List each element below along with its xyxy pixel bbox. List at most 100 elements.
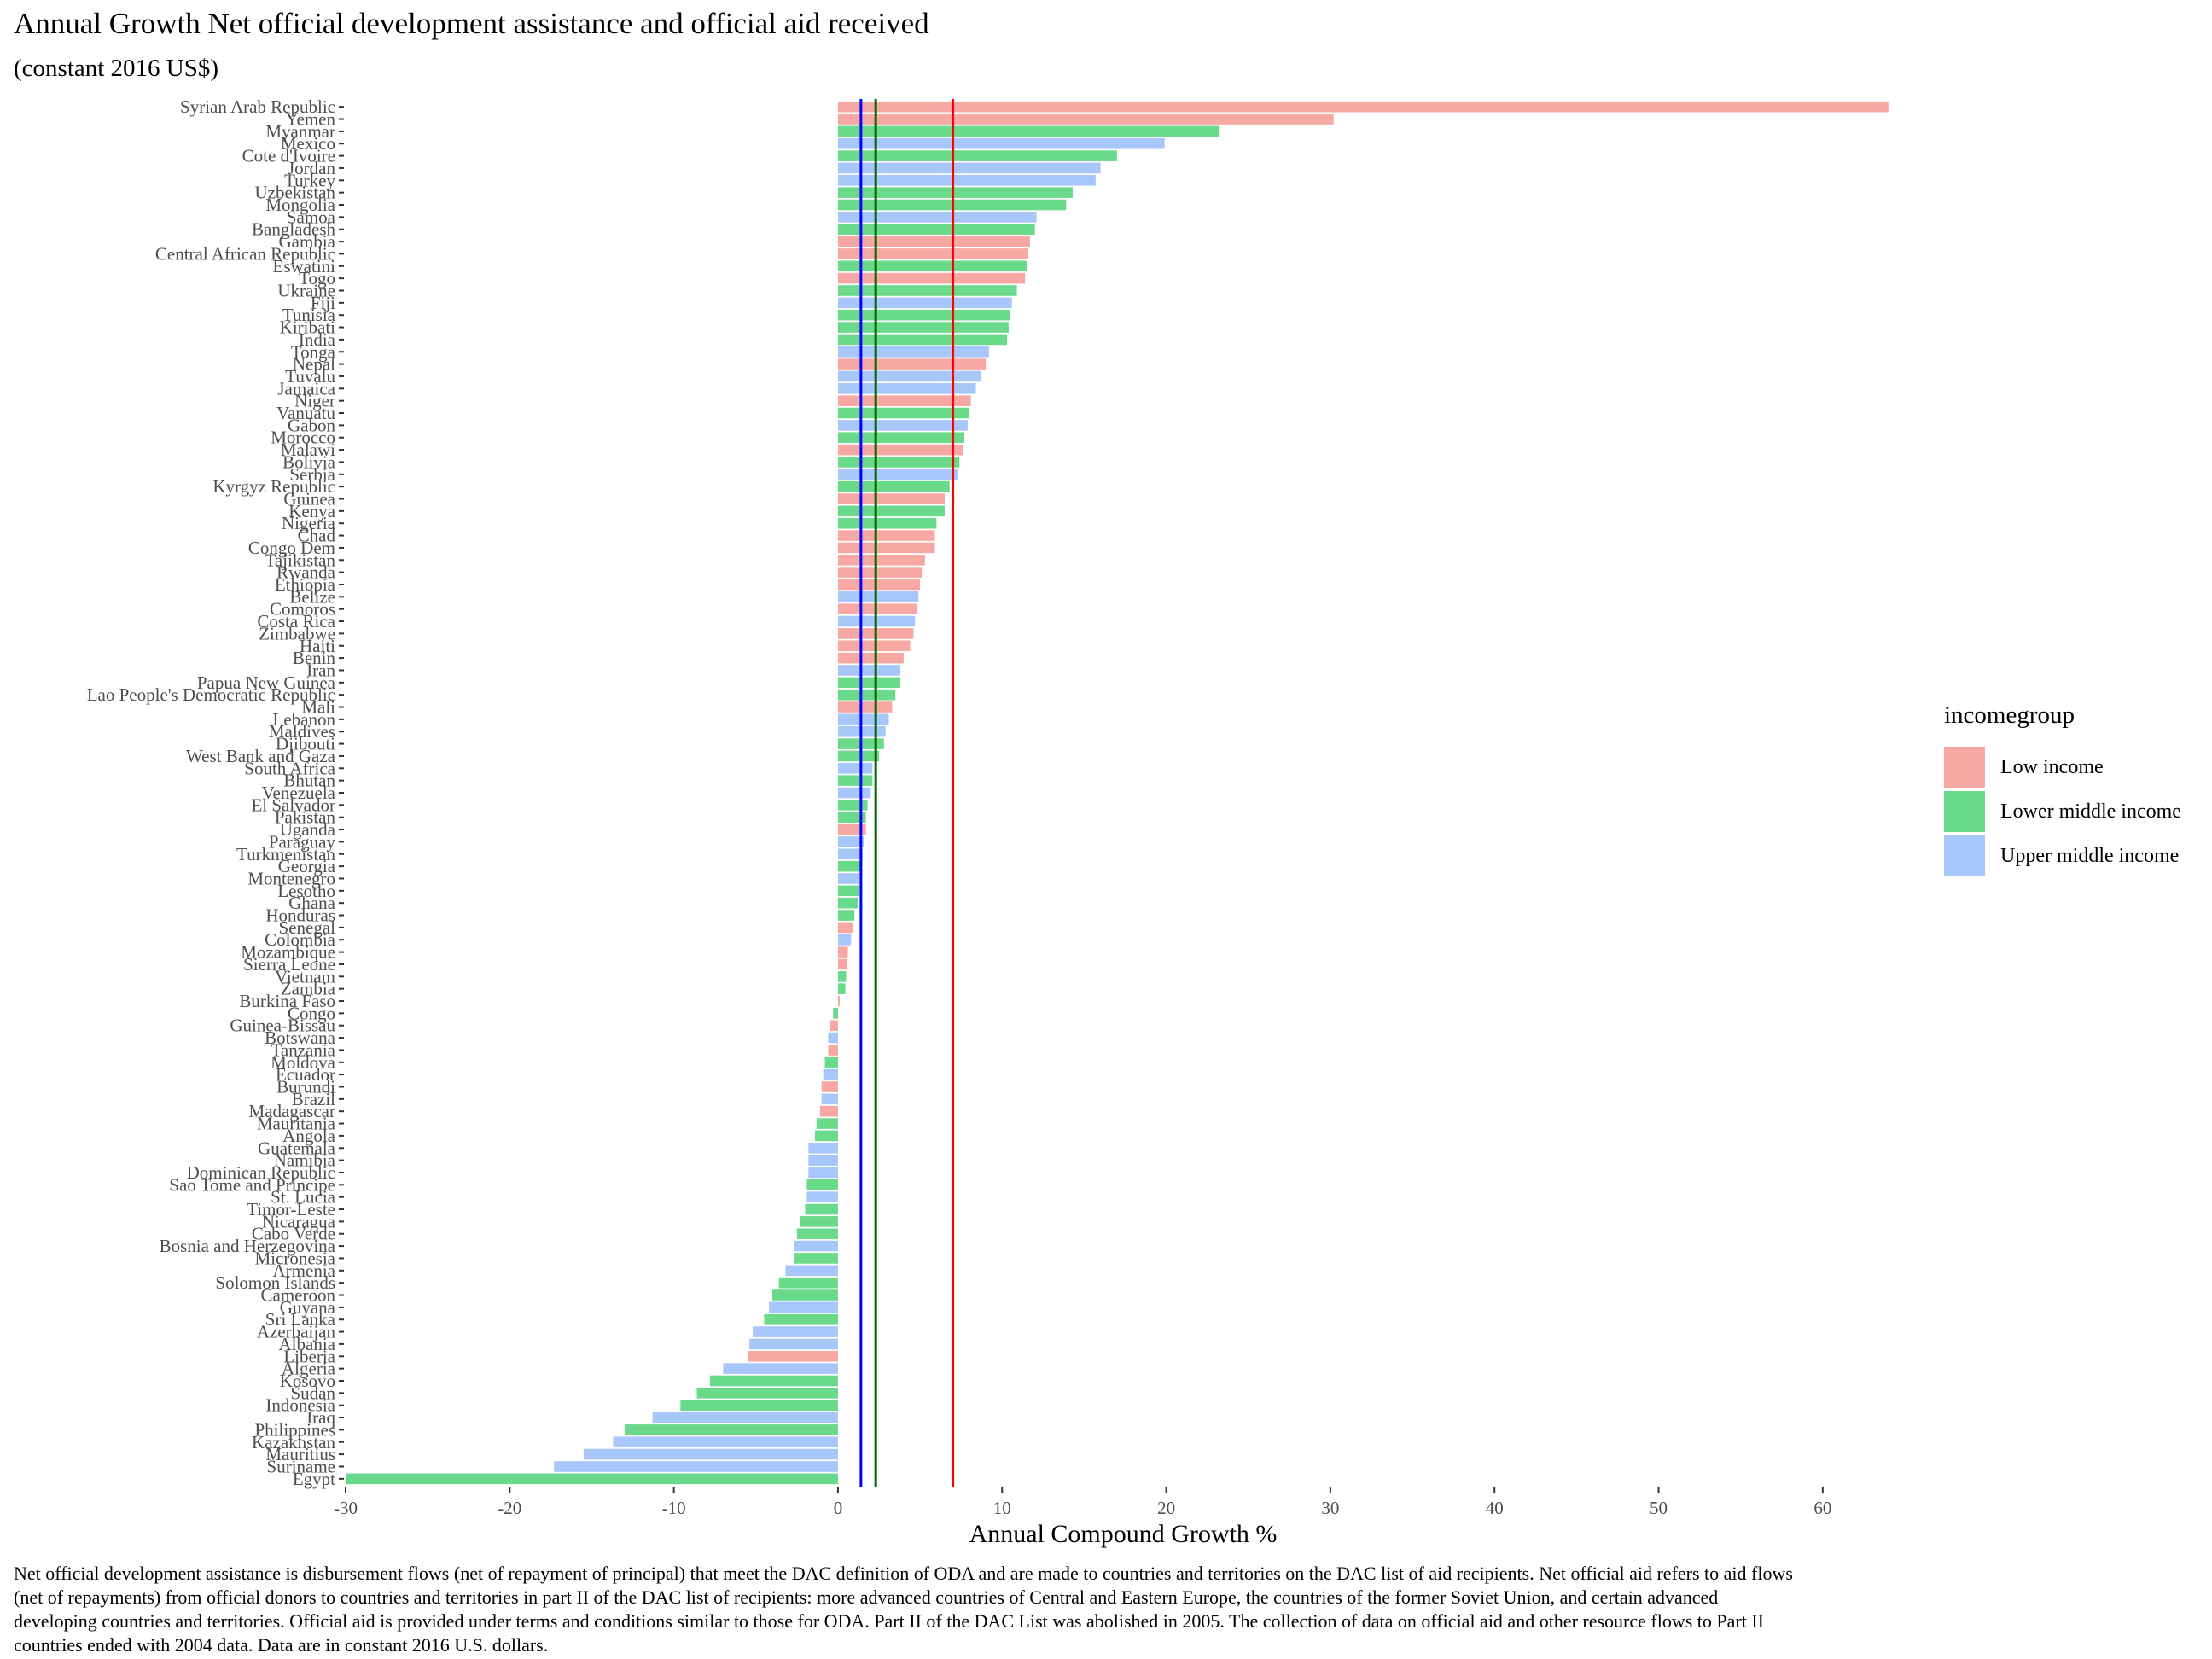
bar-mali bbox=[837, 701, 893, 713]
bar-vietnam bbox=[837, 970, 847, 982]
bar-rwanda bbox=[837, 567, 923, 578]
y-tick-label-nepal: Nepal bbox=[293, 354, 335, 375]
chart-subtitle: (constant 2016 US$) bbox=[14, 55, 219, 82]
bar-sierra-leone bbox=[837, 958, 847, 970]
bar-turkey bbox=[837, 174, 1096, 186]
y-tick-label-zimbabwe: Zimbabwe bbox=[259, 623, 335, 643]
legend-title: incomegroup bbox=[1944, 701, 2075, 729]
bar-bolivia bbox=[837, 457, 960, 468]
bar-namibia bbox=[808, 1155, 838, 1166]
y-tick-label-burundi: Burundi bbox=[276, 1076, 335, 1097]
bar-liberia bbox=[748, 1350, 838, 1362]
y-tick-label-algeria: Algeria bbox=[282, 1359, 336, 1379]
bar-solomon-islands bbox=[778, 1277, 838, 1289]
y-tick-label-uganda: Uganda bbox=[280, 819, 336, 840]
legend-label-low-income: Low income bbox=[2000, 755, 2104, 778]
y-tick-label-el-salvador: El Salvador bbox=[251, 795, 335, 815]
bar-samoa bbox=[837, 212, 1037, 223]
x-tick-label: 50 bbox=[1650, 1498, 1668, 1518]
bar-timor-leste bbox=[805, 1203, 838, 1215]
bar-turkmenistan bbox=[837, 848, 863, 860]
bar-nicaragua bbox=[800, 1216, 838, 1227]
bar-myanmar bbox=[837, 125, 1220, 137]
bar-mozambique bbox=[837, 946, 848, 958]
y-tick-label-west-bank-and-gaza: West Bank and Gaza bbox=[186, 746, 336, 766]
y-tick-label-ecuador: Ecuador bbox=[276, 1064, 335, 1085]
y-tick-label-uzbekistan: Uzbekistan bbox=[255, 183, 336, 203]
y-tick-label-solomon-islands: Solomon Islands bbox=[215, 1272, 335, 1293]
bar-iraq bbox=[652, 1412, 838, 1423]
y-tick-label-brazil: Brazil bbox=[292, 1089, 335, 1109]
y-tick-label-niger: Niger bbox=[294, 391, 335, 411]
bar-benin bbox=[837, 652, 904, 664]
y-tick-label-mexico: Mexico bbox=[281, 133, 335, 154]
y-tick-label-sao-tome-and-principe: Sao Tome and Principe bbox=[169, 1174, 335, 1195]
y-tick-label-costa-rica: Costa Rica bbox=[257, 611, 335, 632]
y-tick-label-botswana: Botswana bbox=[265, 1027, 336, 1048]
y-tick-label-azerbaijan: Azerbaijan bbox=[257, 1322, 336, 1342]
y-tick-label-congo: Congo bbox=[288, 1003, 335, 1023]
bar-paraguay bbox=[837, 836, 864, 847]
x-tick-label: 20 bbox=[1157, 1498, 1175, 1518]
x-tick-label: 30 bbox=[1321, 1498, 1339, 1518]
y-tick-label-tajikistan: Tajikistan bbox=[265, 550, 335, 570]
bar-mauritania bbox=[816, 1118, 838, 1129]
x-tick-label: 40 bbox=[1486, 1498, 1504, 1518]
y-tick-label-vanuatu: Vanuatu bbox=[276, 403, 335, 423]
bar-mauritius bbox=[583, 1448, 838, 1460]
legend-item-upper-middle-income: Upper middle income bbox=[1944, 834, 2181, 878]
y-tick-label-lesotho: Lesotho bbox=[277, 881, 335, 901]
y-tick-label-philippines: Philippines bbox=[254, 1419, 335, 1440]
bar-malawi bbox=[837, 444, 963, 456]
bar-uganda bbox=[837, 824, 866, 835]
y-tick-label-namibia: Namibia bbox=[274, 1150, 336, 1171]
y-tick-label-cameroon: Cameroon bbox=[261, 1285, 336, 1306]
y-tick-label-tuvalu: Tuvalu bbox=[285, 366, 335, 387]
y-tick-label-tonga: Tonga bbox=[291, 341, 336, 362]
reference-lines-layer bbox=[859, 99, 955, 1487]
y-tick-label-morocco: Morocco bbox=[271, 428, 335, 448]
bar-dominican-republic bbox=[808, 1167, 838, 1179]
y-tick-label-pakistan: Pakistan bbox=[275, 807, 336, 828]
y-tick-label-montenegro: Montenegro bbox=[247, 868, 335, 888]
y-tick-label-jamaica: Jamaica bbox=[277, 378, 335, 399]
x-axis: -30 -20 -10 0 10 20 30 40 50 60 bbox=[334, 1487, 1831, 1518]
chart-title: Annual Growth Net official development a… bbox=[14, 7, 929, 40]
y-tick-label-bhutan: Bhutan bbox=[283, 771, 335, 791]
bar-angola bbox=[815, 1130, 838, 1142]
bar-tuvalu bbox=[837, 370, 981, 382]
bar-kazakhstan bbox=[613, 1436, 838, 1448]
y-tick-label-madagascar: Madagascar bbox=[249, 1101, 335, 1121]
x-tick-label: 10 bbox=[993, 1498, 1011, 1518]
bar-chad bbox=[837, 530, 935, 541]
y-tick-label-syrian-arab-republic: Syrian Arab Republic bbox=[180, 96, 335, 117]
y-tick-label-iran: Iran bbox=[306, 660, 335, 680]
bar-lesotho bbox=[837, 885, 859, 897]
bar-eswatini bbox=[837, 260, 1027, 272]
y-tick-label-samoa: Samoa bbox=[287, 207, 336, 227]
y-tick-label-suriname: Suriname bbox=[267, 1456, 335, 1476]
y-tick-label-armenia: Armenia bbox=[273, 1260, 336, 1281]
y-tick-label-haiti: Haiti bbox=[300, 636, 335, 656]
bar-sri-lanka bbox=[764, 1313, 838, 1325]
y-tick-label-egypt: Egypt bbox=[293, 1469, 335, 1489]
y-tick-label-kazakhstan: Kazakhstan bbox=[252, 1432, 335, 1452]
bar-kenya bbox=[837, 505, 945, 517]
y-tick-label-guatemala: Guatemala bbox=[258, 1138, 336, 1158]
bar-pakistan bbox=[837, 812, 866, 824]
bar-egypt bbox=[346, 1473, 838, 1485]
y-tick-label-tanzania: Tanzania bbox=[271, 1039, 336, 1060]
y-tick-label-ethiopia: Ethiopia bbox=[275, 574, 336, 595]
y-tick-label-kiribati: Kiribati bbox=[280, 317, 335, 338]
bar-tunisia bbox=[837, 309, 1010, 321]
bar-brazil bbox=[821, 1093, 838, 1105]
bar-albania bbox=[749, 1338, 838, 1350]
bar-kyrgyz-republic bbox=[837, 480, 950, 492]
bar-papua-new-guinea bbox=[837, 677, 901, 689]
y-tick-label-maldives: Maldives bbox=[269, 721, 335, 742]
y-tick-label-central-african-republic: Central African Republic bbox=[155, 243, 335, 264]
y-tick-label-ukraine: Ukraine bbox=[277, 280, 335, 300]
bar-yemen bbox=[837, 114, 1334, 125]
bar-tajikistan bbox=[837, 554, 925, 566]
bar-madagascar bbox=[819, 1105, 838, 1117]
